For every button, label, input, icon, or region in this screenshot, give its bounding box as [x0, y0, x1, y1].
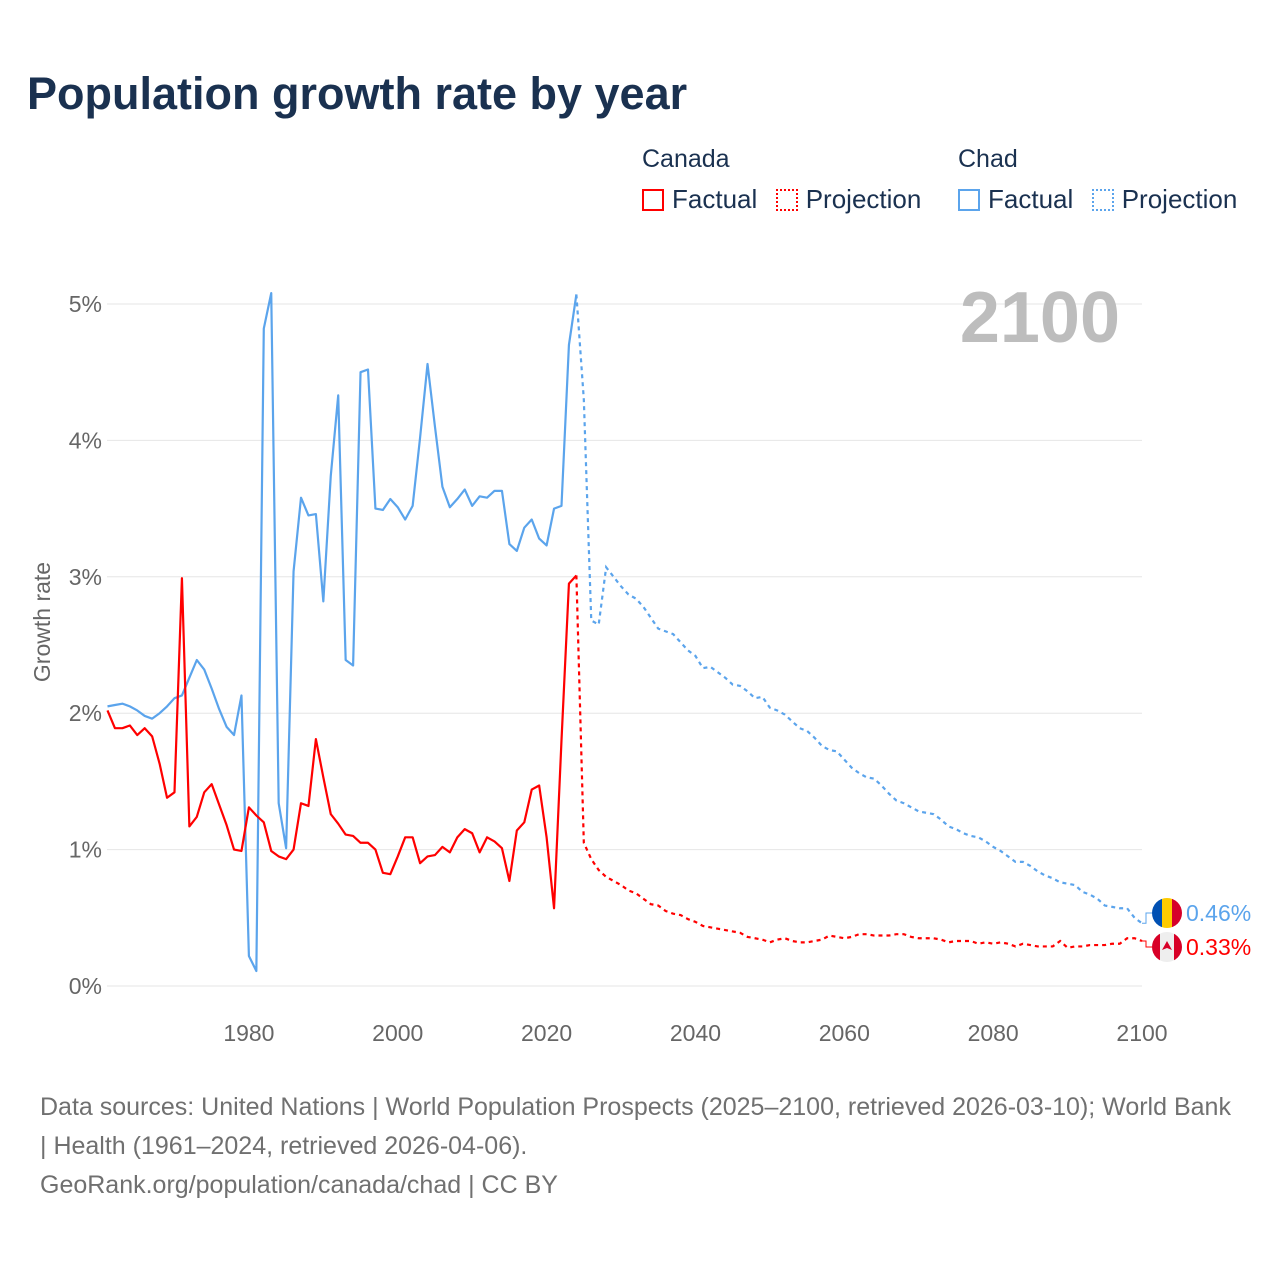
legend-chad-factual[interactable]: Factual: [958, 184, 1073, 215]
footer: Data sources: United Nations | World Pop…: [40, 1088, 1240, 1205]
flag-body: [1152, 932, 1182, 962]
y-tick-label: 0%: [69, 973, 102, 999]
chad-projection-line: [575, 294, 1143, 925]
x-tick-label: 2100: [1116, 1020, 1167, 1046]
flag-stripe: [1162, 898, 1172, 928]
flag-body: [1152, 898, 1182, 928]
legend-chad-projection[interactable]: Projection: [1091, 184, 1238, 215]
legend-label: Projection: [1121, 184, 1238, 214]
year-watermark: 2100: [960, 278, 1120, 358]
dotted-swatch-icon: [775, 188, 798, 211]
flag-stripe: [1172, 898, 1182, 928]
chad-end-label: 0.46%: [1186, 900, 1251, 926]
maple-leaf-icon: [1162, 941, 1172, 950]
x-tick-label: 1980: [223, 1020, 274, 1046]
legend-group-name: Chad: [958, 145, 1018, 173]
chart-title: Population growth rate by year: [27, 68, 688, 119]
y-tick-label: 3%: [69, 564, 102, 590]
chad-flag-icon: [1152, 898, 1182, 928]
y-axis-label: Growth rate: [29, 562, 55, 682]
flag-stripe: [1152, 932, 1160, 962]
legend-label: Projection: [805, 184, 922, 214]
y-tick-label: 5%: [69, 291, 102, 317]
dotted-swatch-icon: [1091, 188, 1114, 211]
x-tick-label: 2060: [819, 1020, 870, 1046]
line-chart: 0% 1% 2% 3% 4% 5% 1980 2000 2020 2040 2060 2080 2100…: [29, 278, 1251, 1046]
legend-canada-factual[interactable]: Factual: [642, 184, 757, 215]
legend-group-chad: Chad Factual Projection: [958, 145, 1251, 216]
x-tick-label: 2080: [968, 1020, 1019, 1046]
data-sources: Data sources: United Nations | World Pop…: [40, 1093, 1231, 1160]
connector-line: [1142, 940, 1152, 948]
y-tick-label: 1%: [69, 837, 102, 863]
canada-factual-line: [106, 574, 578, 910]
legend-label: Factual: [988, 184, 1074, 214]
canada-end-label: 0.33%: [1186, 934, 1251, 960]
legend-label: Factual: [672, 184, 758, 214]
x-tick-label: 2000: [372, 1020, 423, 1046]
flag-stripe: [1174, 932, 1182, 962]
connector-line: [1142, 912, 1152, 924]
x-tick-label: 2040: [670, 1020, 721, 1046]
solid-swatch-icon: [642, 188, 664, 211]
y-tick-label: 4%: [69, 427, 102, 453]
legend-group-name: Canada: [642, 145, 730, 173]
legend-canada-projection[interactable]: Projection: [775, 184, 922, 215]
canada-flag-icon: [1152, 932, 1182, 962]
canada-projection-line: [575, 575, 1143, 949]
legend-group-canada: Canada Factual Projection: [642, 145, 935, 216]
solid-swatch-icon: [958, 188, 980, 211]
flag-stripe: [1152, 898, 1162, 928]
y-tick-label: 2%: [69, 700, 102, 726]
credit-link[interactable]: GeoRank.org/population/canada/chad | CC …: [40, 1171, 558, 1199]
x-tick-label: 2020: [521, 1020, 572, 1046]
